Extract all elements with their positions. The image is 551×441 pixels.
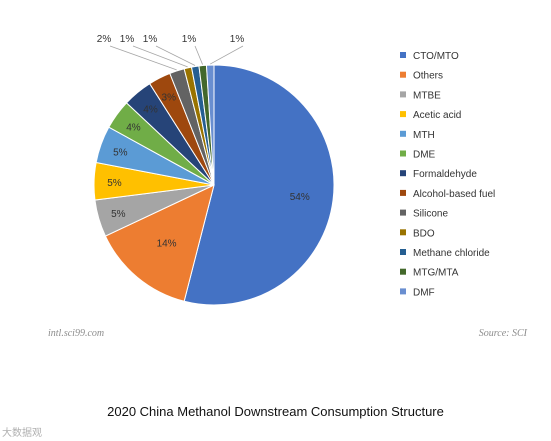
slice-label-dme: 4%: [126, 122, 141, 133]
pie-slices: [93, 64, 335, 306]
slice-label-formaldehyde: 4%: [143, 104, 158, 115]
legend-label-formaldehyde: Formaldehyde: [413, 169, 477, 180]
legend-label-dme: DME: [413, 150, 436, 161]
legend-label-bdo: BDO: [413, 228, 435, 239]
legend-label-mtg-mta: MTG/MTA: [413, 268, 459, 279]
legend-label-cto-mto: CTO/MTO: [413, 51, 459, 62]
slice-label-acetic-acid: 5%: [107, 178, 122, 189]
legend-swatch-dme: [400, 150, 406, 157]
legend-swatch-bdo: [400, 229, 406, 236]
credit-left: intl.sci99.com: [48, 328, 104, 339]
leader-line-mtg-mta: [194, 45, 203, 65]
pie-slice-dmf: [205, 64, 215, 186]
leader-line-bdo: [132, 45, 188, 68]
watermark-logo: 大数据观: [2, 428, 42, 439]
pie-slice-others: [104, 184, 215, 302]
legend-swatch-dmf: [400, 288, 406, 295]
legend-label-methane-chloride: Methane chloride: [413, 248, 490, 259]
slice-label-bdo: 1%: [120, 34, 135, 45]
legend-swatch-formaldehyde: [400, 170, 406, 177]
slice-label-others: 14%: [157, 238, 177, 249]
legend-swatch-others: [400, 71, 406, 78]
legend-swatch-mtg-mta: [400, 268, 406, 275]
slice-label-mtg-mta: 1%: [182, 34, 197, 45]
slice-label-methane-chloride: 1%: [143, 34, 158, 45]
slice-label-dmf: 1%: [230, 34, 245, 45]
legend-swatch-cto-mto: [400, 52, 406, 58]
legend: CTO/MTO Others MTBE Acetic acid MTH DME Formal…: [400, 51, 495, 298]
slice-labels: 54% 14% 5% 5% 5% 4%4% 3% 2% 1% 1% 1% 1%: [97, 34, 310, 249]
legend-swatch-alcohol-based-fuel: [400, 189, 406, 196]
pie-slice-cto-mto: [183, 64, 335, 306]
legend-swatch-methane-chloride: [400, 249, 406, 255]
leader-line-silicone: [109, 45, 177, 71]
legend-label-acetic-acid: Acetic acid: [413, 110, 461, 121]
legend-label-others: Others: [413, 71, 443, 82]
legend-label-silicone: Silicone: [413, 209, 448, 220]
legend-label-mth: MTH: [413, 130, 435, 141]
legend-swatch-mth: [400, 130, 406, 137]
legend-swatch-mtbe: [400, 91, 406, 98]
slice-label-mtbe: 5%: [111, 209, 126, 220]
slice-label-silicone: 2%: [97, 34, 112, 45]
slice-label-alcohol-based-fuel: 3%: [162, 92, 177, 103]
slice-label-mth: 5%: [113, 147, 128, 158]
legend-swatch-silicone: [400, 209, 406, 216]
leader-line-methane-chloride: [155, 45, 196, 66]
legend-label-alcohol-based-fuel: Alcohol-based fuel: [413, 189, 495, 200]
leader-lines: [109, 45, 244, 71]
legend-label-dmf: DMF: [413, 287, 435, 298]
credit-right: Source: SCI: [479, 328, 528, 339]
leader-line-dmf: [210, 45, 244, 65]
slice-label-cto-mto: 54%: [290, 192, 310, 203]
figure-caption: 2020 China Methanol Downstream Consumpti…: [107, 404, 444, 419]
legend-label-mtbe: MTBE: [413, 90, 441, 101]
legend-swatch-acetic-acid: [400, 111, 406, 118]
